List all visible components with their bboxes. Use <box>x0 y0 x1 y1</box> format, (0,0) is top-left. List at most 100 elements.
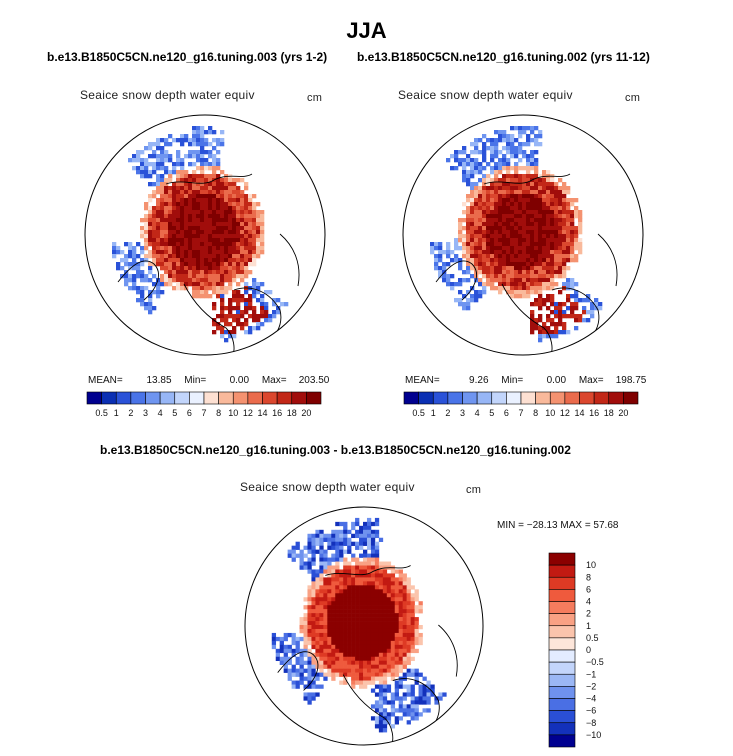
panel-2-field-cell <box>586 298 591 303</box>
difference-field-cell <box>351 617 356 622</box>
difference-field-cell <box>406 597 411 602</box>
panel-2-field-cell <box>490 166 495 171</box>
panel-1-field-cell <box>152 154 157 159</box>
difference-field-cell <box>339 632 344 638</box>
difference-field-cell <box>410 613 415 618</box>
difference-field-cell <box>339 656 344 662</box>
panel-1-field-cell <box>156 226 161 231</box>
panel-1-field-cell <box>244 206 249 211</box>
panel-2-field-cell <box>510 274 515 279</box>
panel-2-field-cell <box>482 186 487 191</box>
difference-field-cell <box>319 609 324 614</box>
difference-field-cell <box>390 668 396 673</box>
panel-1-field-cell <box>200 202 205 207</box>
panel-1-field-cell <box>176 138 181 143</box>
difference-field-cell <box>311 537 316 542</box>
panel-2-field-cell <box>566 210 571 215</box>
panel-1-field-cell <box>232 238 237 243</box>
panel-1-colorbar-tick-label: 1 <box>114 408 119 418</box>
difference-field-cell <box>374 648 380 654</box>
difference-field-cell <box>378 561 384 566</box>
panel-1-field-cell <box>228 310 233 315</box>
panel-2-field-cell <box>514 214 519 219</box>
difference-field-cell <box>374 529 380 535</box>
panel-2-field-cell <box>502 202 507 207</box>
difference-field-cell <box>382 597 388 602</box>
difference-field-cell <box>319 537 324 542</box>
panel-1-variable-label: Seaice snow depth water equiv <box>80 88 255 102</box>
difference-field-cell <box>351 625 356 630</box>
difference-field-cell <box>327 561 332 566</box>
panel-2-field-cell <box>526 178 531 183</box>
panel-1-field-cell <box>180 210 185 215</box>
difference-colorbar-tick-label: −10 <box>586 730 601 740</box>
panel-1-field-cell <box>252 242 257 247</box>
panel-1-field-cell <box>240 194 245 199</box>
panel-2-field-cell <box>526 190 531 195</box>
panel-2-field-cell <box>514 286 519 291</box>
panel-2-field-cell <box>554 202 559 207</box>
panel-2-field-cell <box>442 278 447 283</box>
difference-field-cell <box>331 621 336 626</box>
difference-field-cell <box>402 692 407 697</box>
difference-field-cell <box>351 573 356 578</box>
difference-field-cell <box>307 625 312 630</box>
difference-field-cell <box>382 573 388 578</box>
panel-1-field-cell <box>176 162 181 167</box>
panel-2-field-cell <box>538 258 543 263</box>
panel-2-field-cell <box>482 266 487 271</box>
difference-field-cell <box>303 684 308 689</box>
panel-1-field-cell <box>256 326 261 331</box>
panel-1-field-cell <box>240 222 245 227</box>
panel-2-field-cell <box>526 206 531 211</box>
panel-2-field-cell <box>494 190 499 195</box>
panel-2-field-cell <box>518 250 523 255</box>
difference-field-cell <box>370 533 376 539</box>
panel-1-field-cell <box>160 226 165 231</box>
difference-variable-label: Seaice snow depth water equiv <box>240 480 415 494</box>
panel-1-field-cell <box>224 246 229 251</box>
difference-field-cell <box>386 632 392 638</box>
difference-field-cell <box>374 628 380 634</box>
panel-2-field-cell <box>534 134 539 139</box>
panel-1-field-cell <box>152 222 157 227</box>
panel-2-field-cell <box>482 234 487 239</box>
panel-1-field-cell <box>212 194 217 199</box>
panel-1-colorbar-tick-label: 20 <box>301 408 311 418</box>
panel-1-field-cell <box>212 202 217 207</box>
difference-field-cell <box>347 537 352 542</box>
difference-field-cell <box>366 521 372 527</box>
panel-1-field-cell <box>212 290 217 295</box>
difference-field-cell <box>410 617 415 622</box>
difference-field-cell <box>303 605 308 610</box>
panel-1-field-cell <box>220 298 225 303</box>
panel-2-field-cell <box>534 258 539 263</box>
panel-1-field-cell <box>224 222 229 227</box>
difference-field-cell <box>307 656 312 662</box>
panel-1-field-cell <box>192 126 197 131</box>
panel-2-field-cell <box>562 330 567 335</box>
panel-2-field-cell <box>542 226 547 231</box>
panel-1-field-cell <box>156 158 161 163</box>
difference-field-cell <box>351 660 356 665</box>
panel-2-field-cell <box>478 266 483 271</box>
difference-field-cell <box>410 712 415 717</box>
panel-1-field-cell <box>184 186 189 191</box>
panel-1-field-cell <box>196 274 201 279</box>
panel-2-field-cell <box>550 242 555 247</box>
difference-field-cell <box>351 553 356 558</box>
panel-2-field-cell <box>518 222 523 227</box>
panel-2-field-cell <box>498 234 503 239</box>
difference-field-cell <box>394 605 400 610</box>
difference-field-cell <box>355 541 360 546</box>
difference-field-cell <box>335 656 340 662</box>
difference-field-cell <box>323 676 328 681</box>
panel-2-field-cell <box>466 298 471 303</box>
difference-field-cell <box>359 541 364 546</box>
difference-field-cell <box>374 589 380 594</box>
panel-1-field-cell <box>208 234 213 239</box>
panel-1-field-cell <box>252 246 257 251</box>
panel-1-field-cell <box>152 242 157 247</box>
difference-field-cell <box>331 589 336 594</box>
panel-2-field-cell <box>442 274 447 279</box>
